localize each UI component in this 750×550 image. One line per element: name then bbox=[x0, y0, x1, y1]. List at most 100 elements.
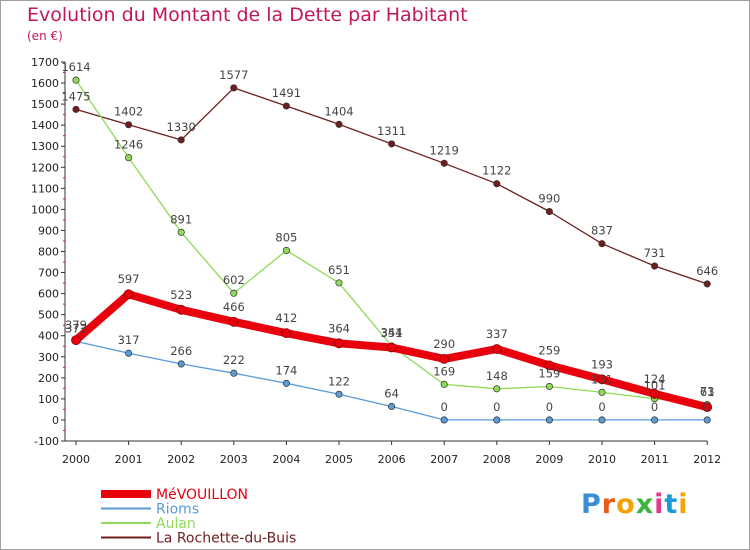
data-label-m-vouillon: 259 bbox=[538, 343, 560, 357]
data-label-m-vouillon: 523 bbox=[170, 288, 192, 302]
data-point-aulan bbox=[545, 382, 553, 391]
data-label-m-vouillon: 337 bbox=[486, 327, 508, 341]
data-point-la-rochette-du-buis bbox=[72, 105, 80, 113]
data-label-rioms: 0 bbox=[546, 400, 553, 414]
y-tick-label: 700 bbox=[38, 267, 59, 280]
data-point-rioms bbox=[335, 390, 343, 398]
data-point-la-rochette-du-buis bbox=[493, 180, 501, 188]
data-point-aulan bbox=[335, 279, 343, 287]
data-point-aulan bbox=[493, 385, 501, 393]
data-point-m-vouillon bbox=[334, 338, 344, 349]
x-tick-label: 2003 bbox=[220, 453, 248, 466]
x-tick-label: 2001 bbox=[115, 453, 143, 466]
data-point-la-rochette-du-buis bbox=[125, 121, 133, 129]
data-point-aulan bbox=[72, 76, 80, 84]
data-point-rioms bbox=[703, 416, 711, 424]
data-point-rioms bbox=[230, 369, 238, 377]
data-label-la-rochette-du-buis: 646 bbox=[696, 264, 718, 278]
data-label-rioms: 0 bbox=[651, 400, 658, 414]
data-label-la-rochette-du-buis: 1330 bbox=[167, 120, 196, 134]
data-label-m-vouillon: 124 bbox=[644, 372, 666, 386]
y-tick-label: 500 bbox=[38, 309, 59, 322]
data-point-m-vouillon bbox=[439, 353, 450, 364]
data-label-la-rochette-du-buis: 990 bbox=[538, 191, 560, 205]
y-tick-label: 1500 bbox=[31, 98, 59, 111]
data-point-la-rochette-du-buis bbox=[598, 240, 606, 248]
data-label-la-rochette-du-buis: 1219 bbox=[430, 143, 459, 157]
data-point-m-vouillon bbox=[649, 388, 660, 399]
x-tick-label: 2005 bbox=[325, 453, 353, 466]
y-tick-label: 1200 bbox=[31, 161, 59, 174]
data-point-rioms bbox=[598, 416, 606, 424]
data-label-aulan: 351 bbox=[381, 326, 403, 340]
data-label-rioms: 222 bbox=[223, 353, 245, 367]
data-label-rioms: 122 bbox=[328, 374, 350, 388]
data-point-aulan bbox=[282, 246, 290, 254]
logo-letter: r bbox=[601, 489, 617, 520]
y-tick-label: 400 bbox=[38, 330, 59, 343]
y-tick-label: 600 bbox=[38, 288, 59, 301]
data-label-aulan: 169 bbox=[433, 364, 455, 378]
data-label-aulan: 651 bbox=[328, 263, 350, 277]
y-tick-label: 100 bbox=[38, 393, 59, 406]
data-point-m-vouillon bbox=[123, 289, 134, 300]
data-point-rioms bbox=[493, 416, 501, 424]
y-tick-label: 0 bbox=[52, 414, 59, 427]
data-label-m-vouillon: 344 bbox=[381, 326, 403, 340]
unit-label: (en €) bbox=[27, 29, 63, 43]
logo-letter: x bbox=[635, 489, 655, 520]
x-tick-label: 2008 bbox=[483, 453, 511, 466]
data-point-m-vouillon bbox=[228, 316, 239, 327]
data-point-la-rochette-du-buis bbox=[388, 140, 396, 148]
data-label-aulan: 131 bbox=[591, 372, 613, 386]
data-label-la-rochette-du-buis: 1311 bbox=[377, 124, 406, 138]
data-label-la-rochette-du-buis: 1475 bbox=[61, 89, 90, 103]
data-label-m-vouillon: 379 bbox=[65, 318, 87, 332]
data-label-rioms: 373 bbox=[65, 321, 87, 335]
data-label-rioms: 64 bbox=[384, 386, 399, 400]
x-tick-label: 2012 bbox=[693, 453, 721, 466]
legend-label-rioms: Rioms bbox=[156, 502, 199, 518]
data-point-m-vouillon bbox=[176, 304, 187, 315]
data-label-rioms: 174 bbox=[275, 363, 297, 377]
data-label-aulan: 101 bbox=[644, 379, 666, 393]
data-label-aulan: 602 bbox=[223, 273, 245, 287]
data-point-rioms bbox=[440, 416, 448, 424]
data-point-rioms bbox=[651, 416, 659, 424]
y-tick-label: 200 bbox=[38, 372, 59, 385]
y-tick-label: 1700 bbox=[31, 56, 59, 69]
x-tick-label: 2010 bbox=[588, 453, 616, 466]
chart-title: Evolution du Montant de la Dette par Hab… bbox=[27, 4, 468, 26]
data-label-aulan: 805 bbox=[275, 230, 297, 244]
data-point-aulan bbox=[177, 228, 185, 236]
data-point-aulan bbox=[230, 289, 238, 297]
data-label-m-vouillon: 290 bbox=[433, 337, 455, 351]
data-label-aulan: 73 bbox=[700, 385, 715, 399]
data-label-m-vouillon: 466 bbox=[223, 300, 245, 314]
data-point-m-vouillon bbox=[386, 342, 397, 353]
data-label-la-rochette-du-buis: 731 bbox=[644, 246, 666, 260]
logo-letter: P bbox=[581, 489, 602, 520]
data-point-la-rochette-du-buis bbox=[440, 159, 448, 167]
data-point-rioms bbox=[177, 360, 185, 368]
y-tick-label: 300 bbox=[38, 351, 59, 364]
legend-label-la-rochette-du-buis: La Rochette-du-Buis bbox=[156, 531, 296, 547]
x-tick-label: 2009 bbox=[535, 453, 563, 466]
y-tick-label: 1000 bbox=[31, 203, 59, 216]
data-label-aulan: 1614 bbox=[61, 60, 90, 74]
x-tick-label: 2000 bbox=[62, 453, 90, 466]
data-label-aulan: 1246 bbox=[114, 138, 143, 152]
data-point-m-vouillon bbox=[71, 335, 81, 346]
data-point-la-rochette-du-buis bbox=[703, 280, 711, 288]
logo-letter: i bbox=[678, 489, 689, 520]
data-label-aulan: 148 bbox=[486, 369, 508, 383]
x-tick-label: 2004 bbox=[272, 453, 300, 466]
y-tick-label: 1600 bbox=[31, 77, 59, 90]
data-label-m-vouillon: 412 bbox=[275, 311, 297, 325]
data-point-m-vouillon bbox=[702, 402, 713, 413]
data-point-aulan bbox=[598, 388, 606, 396]
data-point-m-vouillon bbox=[544, 360, 555, 371]
data-point-m-vouillon bbox=[281, 328, 292, 339]
data-label-la-rochette-du-buis: 837 bbox=[591, 224, 613, 238]
